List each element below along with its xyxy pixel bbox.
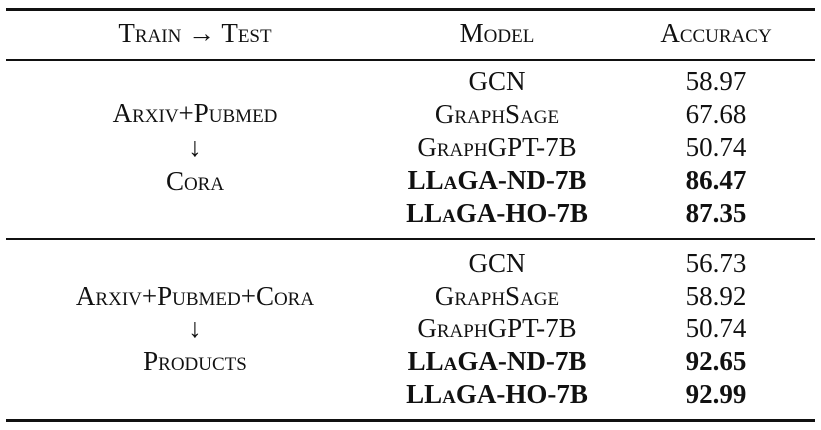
g1-row-1-accuracy: 58.97 — [685, 66, 747, 96]
g2-row-2-accuracy: 58.92 — [685, 281, 747, 311]
group-2-test: Products — [143, 346, 247, 376]
g1-row-1-model: GCN — [468, 66, 526, 96]
g2-row-5-model: LLaGA-HO-7B — [406, 379, 588, 409]
g2-row-1-accuracy: 56.73 — [685, 248, 747, 278]
g1-row-3-model: GraphGPT-7B — [417, 132, 577, 162]
g1-row-3-accuracy: 50.74 — [685, 132, 747, 162]
g1-row-2-accuracy: 67.68 — [685, 99, 747, 129]
g2-row-3-accuracy: 50.74 — [685, 313, 747, 343]
group-1-arrow: ↓ — [188, 132, 202, 162]
g1-row-5-model: LLaGA-HO-7B — [406, 198, 588, 228]
bottom-rule — [6, 419, 815, 422]
group-rule — [6, 238, 815, 240]
g2-row-3-model: GraphGPT-7B — [417, 313, 577, 343]
g1-row-4-accuracy: 86.47 — [685, 165, 747, 195]
group-1-train: Arxiv+Pubmed — [112, 98, 278, 128]
g1-row-4-model: LLaGA-ND-7B — [407, 165, 587, 195]
g1-row-2-model: GraphSage — [434, 99, 560, 129]
header-rule — [6, 59, 815, 61]
group-2-arrow: ↓ — [188, 313, 202, 343]
top-rule — [6, 8, 815, 11]
header-accuracy: Accuracy — [660, 18, 772, 48]
g2-row-5-accuracy: 92.99 — [685, 379, 747, 409]
header-model: Model — [459, 18, 535, 48]
g1-row-5-accuracy: 87.35 — [685, 198, 747, 228]
g2-row-1-model: GCN — [468, 248, 526, 278]
header-train-test: Train → Test — [118, 18, 272, 48]
group-1-test: Cora — [165, 166, 225, 196]
g2-row-4-model: LLaGA-ND-7B — [407, 346, 587, 376]
g2-row-4-accuracy: 92.65 — [685, 346, 747, 376]
g2-row-2-model: GraphSage — [434, 281, 560, 311]
group-2-train: Arxiv+Pubmed+Cora — [75, 281, 315, 311]
